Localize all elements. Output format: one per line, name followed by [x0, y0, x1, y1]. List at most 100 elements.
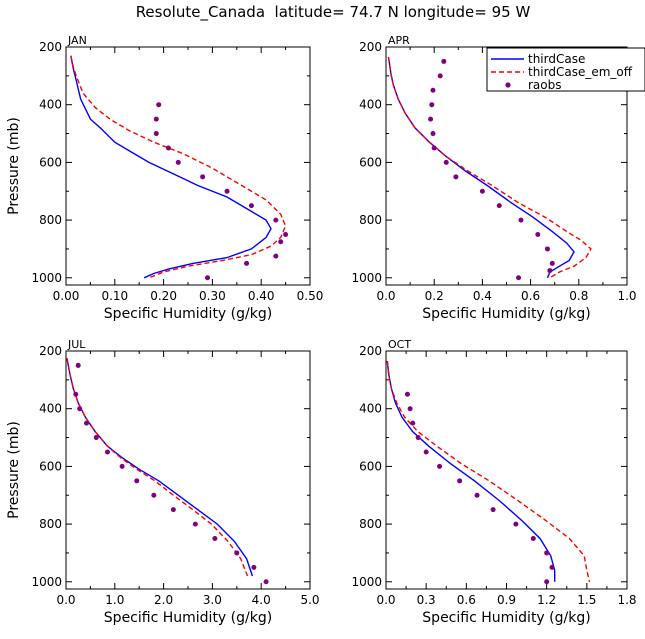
legend-swatch-raobs: [505, 82, 511, 88]
panel-jan-series-raobs-point: [273, 253, 279, 259]
panel-oct-series-raobs-point: [410, 420, 416, 426]
panel-jul-series-raobs-point: [151, 492, 157, 498]
panel-jul-series-thirdcase-em-off: [66, 358, 249, 577]
panel-jul-series-raobs-point: [234, 550, 240, 556]
panel-apr-series-raobs-point: [547, 268, 553, 274]
panel-oct-ytick-label: 1000: [351, 575, 382, 589]
panel-oct-label: OCT: [388, 338, 411, 351]
panel-jul-series-raobs-point: [119, 463, 125, 469]
panel-apr-series-raobs-point: [479, 188, 485, 194]
panel-jan-xtick-label: 0.10: [101, 289, 128, 303]
panel-jul-series-raobs-point: [77, 406, 83, 412]
panel-jan-series-raobs-point: [244, 260, 250, 266]
panel-jul-label: JUL: [67, 338, 86, 351]
panel-apr-series-raobs-point: [430, 87, 436, 93]
panel-apr-series-raobs-point: [496, 203, 502, 209]
panel-apr-series-thirdcase-em-off: [387, 56, 592, 279]
panel-apr-xtick-label: 0.6: [521, 289, 540, 303]
panel-oct-xtick-label: 1.2: [537, 593, 556, 607]
panel-oct-ytick-label: 600: [359, 459, 382, 473]
panel-jan-xlabel: Specific Humidity (g/kg): [104, 306, 272, 322]
panel-apr-series-raobs-point: [453, 174, 459, 180]
legend-box: [486, 47, 645, 92]
panel-jul-ytick-label: 800: [39, 517, 62, 531]
panel-apr-ytick-label: 800: [359, 213, 382, 227]
panel-apr-xlabel: Specific Humidity (g/kg): [422, 306, 590, 322]
panel-apr-series-raobs-point: [518, 217, 524, 223]
panel-oct-xtick-label: 0.6: [457, 593, 476, 607]
panel-jul-xtick-label: 1.0: [105, 593, 124, 607]
panel-jul-series-raobs-point: [170, 507, 176, 513]
panel-apr-xtick-label: 0.0: [376, 289, 395, 303]
panel-oct-series-raobs-point: [407, 406, 413, 412]
panel-jan-xtick-label: 0.20: [150, 289, 177, 303]
panel-oct-series-raobs-point: [544, 579, 550, 585]
panel-oct-frame: [385, 350, 628, 590]
panel-oct-ytick-label: 800: [359, 517, 382, 531]
panel-apr-series-raobs-point: [441, 58, 447, 64]
panel-apr-ytick-label: 600: [359, 155, 382, 169]
panel-jan-series-thirdcase-em-off: [70, 55, 287, 279]
panel-apr-series-raobs-point: [544, 246, 550, 252]
panel-jan-series-raobs-point: [200, 174, 206, 180]
panel-apr-series-raobs-point: [428, 116, 434, 122]
panel-oct-xtick-label: 0.9: [497, 593, 516, 607]
panel-oct-series-raobs-point: [513, 521, 519, 527]
panel-oct-series-raobs-point: [415, 435, 421, 441]
panel-apr-series-raobs-point: [549, 260, 555, 266]
panel-jul-series-raobs-point: [73, 391, 79, 397]
legend-label-thirdcase: thirdCase: [528, 52, 585, 66]
panel-jan-ytick-label: 800: [39, 213, 62, 227]
panel-oct-series-raobs-point: [544, 550, 550, 556]
panel-jul-frame: [65, 350, 311, 590]
panel-jul-ytick-label: 400: [39, 402, 62, 416]
panel-apr-series-raobs-point: [443, 159, 449, 165]
panel-jul-series-raobs-point: [75, 362, 81, 368]
panel-apr-xtick-label: 1.0: [617, 289, 636, 303]
panel-oct-series-raobs-point: [457, 478, 463, 484]
panel-apr-ytick-label: 1000: [351, 271, 382, 285]
panel-jan-ytick-label: 600: [39, 155, 62, 169]
panel-oct: OCT 0.0 0.3 0.6 0.9 1.2 1.5 1.8 200 400 600 800 1000…: [351, 338, 636, 626]
panel-oct-series-raobs-point: [474, 492, 480, 498]
panel-jan-series-raobs-point: [153, 116, 159, 122]
panel-oct-series-raobs-point: [530, 536, 536, 542]
panel-apr-series-raobs-point: [437, 73, 443, 79]
panel-jan-ytick-label: 200: [39, 40, 62, 54]
panel-jul-ylabel: Pressure (mb): [6, 421, 22, 519]
panel-jan-xtick-label: 0.00: [53, 289, 80, 303]
panel-oct-xlabel: Specific Humidity (g/kg): [422, 610, 590, 626]
panel-jan: JAN 0.00 0.10 0.20 0.30 0.40 0.50 200 400 600 800 1…: [6, 34, 323, 322]
panel-jan-frame: [65, 46, 311, 286]
panel-jan-series-raobs-point: [224, 188, 230, 194]
panel-jan-series-raobs-point: [165, 145, 171, 151]
panel-jul-series-raobs-point: [251, 564, 257, 570]
panel-apr-label: APR: [388, 34, 410, 47]
panel-jul-series-raobs-point: [83, 420, 89, 426]
panel-jan-series-raobs-point: [248, 203, 254, 209]
panel-oct-ytick-label: 400: [359, 402, 382, 416]
panel-jan-series-raobs-point: [278, 239, 284, 245]
panel-jul-xtick-label: 3.0: [203, 593, 222, 607]
legend-label-raobs: raobs: [528, 78, 562, 92]
panel-jan-label: JAN: [67, 34, 87, 47]
panel-apr-xtick-label: 0.4: [473, 289, 492, 303]
panel-jul-series-raobs-point: [192, 521, 198, 527]
legend-label-thirdcase-em-off: thirdCase_em_off: [528, 65, 633, 79]
panel-jan-xtick-label: 0.50: [297, 289, 324, 303]
panel-jan-series-raobs-point: [175, 159, 181, 165]
panel-apr-ytick-label: 200: [359, 40, 382, 54]
panel-apr-xtick-label: 0.8: [569, 289, 588, 303]
panel-jul-xtick-label: 2.0: [154, 593, 173, 607]
panel-jan-xtick-label: 0.30: [199, 289, 226, 303]
panel-oct-xtick-label: 1.8: [617, 593, 636, 607]
panel-jul-series-raobs-point: [212, 536, 218, 542]
panel-apr-series-raobs-point: [431, 145, 437, 151]
panel-jan-ytick-label: 400: [39, 98, 62, 112]
panel-apr: APR 0.0 0.2 0.4 0.6 0.8 1.0 200 400 600 800 1000 Spe…: [351, 34, 636, 322]
panel-jul-series-raobs-point: [93, 435, 99, 441]
panel-apr-series-raobs-point: [535, 232, 541, 238]
panel-apr-series-raobs-point: [430, 131, 436, 137]
panel-jan-ytick-label: 1000: [31, 271, 62, 285]
